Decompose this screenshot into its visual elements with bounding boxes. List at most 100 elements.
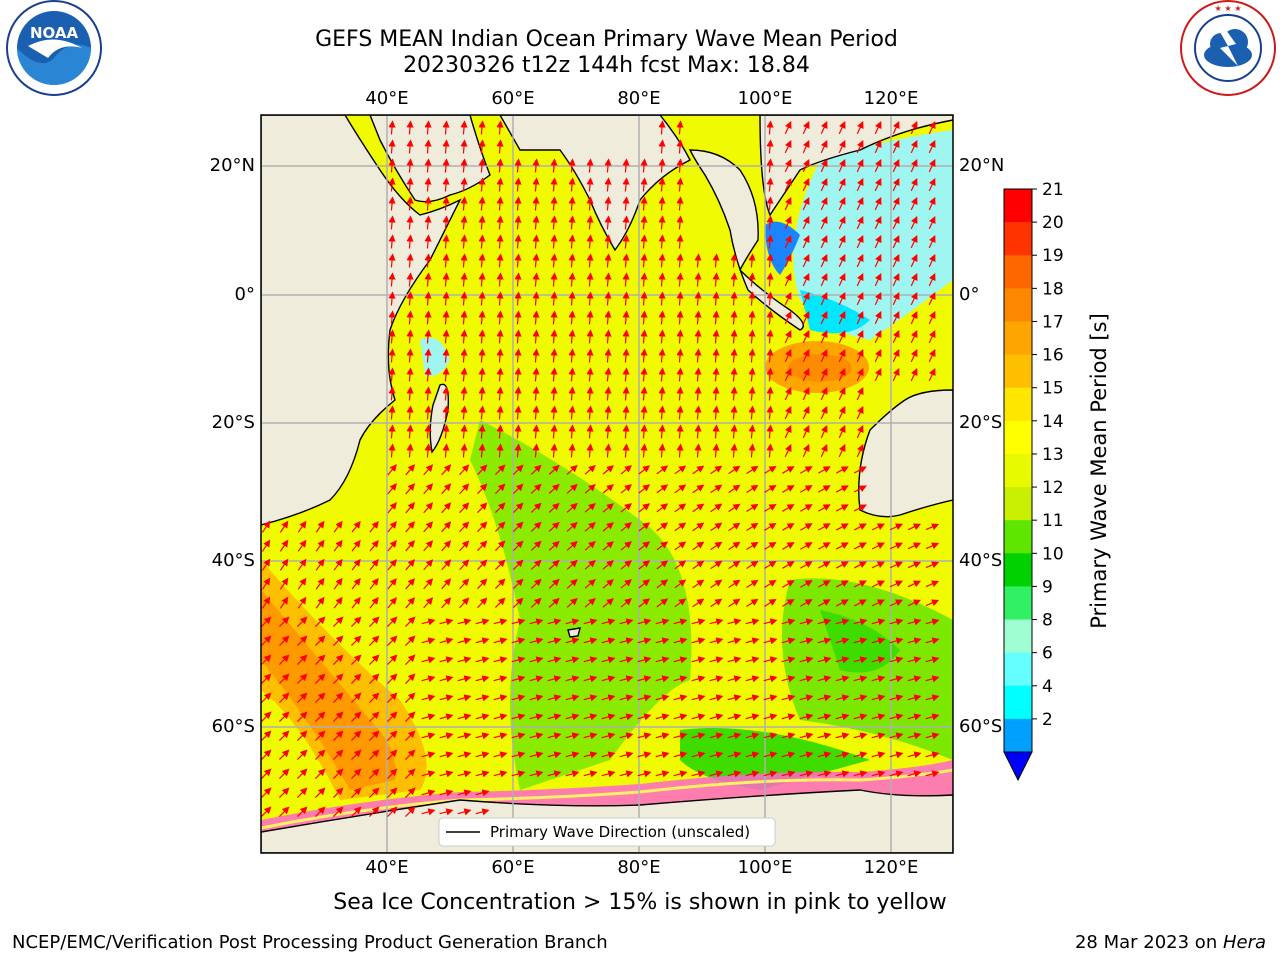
wave-vector — [856, 406, 864, 420]
wave-vector — [658, 443, 666, 458]
wave-vector — [586, 177, 594, 192]
wave-vector — [566, 502, 578, 513]
wave-vector — [802, 349, 810, 363]
wave-vector — [674, 560, 687, 570]
wave-vector — [442, 272, 450, 287]
wave-vector — [637, 751, 652, 759]
wave-vector — [892, 254, 900, 268]
wave-vector — [656, 579, 669, 589]
wave-vector — [478, 234, 486, 249]
wave-vector — [475, 770, 490, 778]
wave-vector — [818, 504, 831, 512]
wave-vector — [532, 386, 540, 401]
wave-vector — [674, 465, 687, 475]
wave-vector — [692, 541, 705, 551]
wave-vector — [637, 732, 652, 740]
wave-vector — [838, 140, 846, 154]
wave-vector — [766, 424, 774, 439]
wave-vector — [799, 713, 814, 721]
wave-vector — [638, 522, 651, 532]
wave-vector — [604, 329, 612, 344]
wave-vector — [838, 311, 846, 325]
wave-vector — [748, 291, 756, 306]
wave-vector — [673, 770, 688, 778]
wave-vector — [763, 713, 778, 721]
wave-vector — [619, 675, 634, 683]
wave-vector — [928, 349, 936, 363]
wave-vector — [547, 637, 562, 645]
wave-vector — [332, 635, 344, 647]
wave-vector — [692, 579, 705, 589]
colorbar-segment — [1004, 586, 1032, 621]
wave-vector — [602, 579, 614, 589]
wave-vector — [640, 253, 648, 268]
wave-vector — [907, 637, 922, 645]
wave-vector — [477, 483, 488, 495]
wave-vector — [676, 329, 684, 344]
wave-vector — [583, 694, 598, 702]
wave-vector — [728, 484, 741, 494]
wave-vector — [478, 405, 486, 420]
wave-vector — [583, 656, 598, 664]
wave-vector — [565, 694, 580, 702]
wave-vector — [712, 291, 720, 306]
wave-vector — [532, 177, 540, 192]
wave-vector — [889, 694, 904, 702]
colorbar-tick-label: 8 — [1042, 611, 1053, 631]
wave-vector — [351, 577, 361, 590]
wave-vector — [568, 443, 576, 458]
wave-vector — [691, 770, 706, 778]
wave-vector — [423, 464, 434, 476]
wave-vector — [802, 197, 810, 211]
wave-vector — [928, 292, 936, 306]
wave-vector — [892, 349, 900, 363]
wave-vector — [297, 539, 307, 552]
wave-vector — [637, 675, 652, 683]
wave-vector — [619, 637, 634, 645]
wave-vector — [532, 272, 540, 287]
wave-vector — [655, 637, 670, 645]
wave-vector — [388, 272, 396, 287]
wave-vector — [802, 235, 810, 249]
wave-vector — [622, 215, 630, 230]
wave-vector — [766, 139, 774, 154]
wave-vector — [658, 177, 666, 192]
wave-vector — [745, 751, 760, 759]
wave-vector — [493, 732, 508, 740]
wave-vector — [457, 713, 472, 721]
wave-vector — [586, 348, 594, 363]
wave-vector — [423, 559, 434, 571]
wave-vector — [550, 291, 558, 306]
wave-vector — [261, 596, 271, 609]
wave-vector — [547, 732, 562, 740]
wave-vector — [800, 504, 813, 512]
wave-vector — [622, 386, 630, 401]
wave-vector — [388, 310, 396, 325]
wave-vector — [478, 272, 486, 287]
wave-vector — [332, 768, 344, 780]
wave-vector — [512, 502, 524, 513]
wave-vector — [406, 215, 414, 230]
wave-vector — [910, 235, 918, 249]
wave-vector — [496, 215, 504, 230]
wave-vector — [748, 424, 756, 439]
wave-vector — [925, 751, 940, 759]
wave-vector — [478, 196, 486, 211]
wave-vector — [514, 158, 522, 173]
wave-vector — [439, 808, 454, 816]
wave-vector — [568, 177, 576, 192]
wave-vector — [478, 139, 486, 154]
wave-vector — [730, 310, 738, 325]
wave-vector — [745, 694, 760, 702]
wave-vector — [802, 216, 810, 230]
wave-vector — [460, 196, 468, 211]
colorbar-segment — [1004, 420, 1032, 455]
wave-vector — [386, 768, 398, 780]
wave-vector — [332, 616, 344, 628]
wave-vector — [838, 406, 846, 420]
wave-vector — [586, 386, 594, 401]
wave-vector — [856, 387, 864, 401]
wave-vector — [405, 483, 416, 495]
lat-tick-right: 60°S — [959, 716, 1003, 737]
wave-vector — [925, 656, 940, 664]
